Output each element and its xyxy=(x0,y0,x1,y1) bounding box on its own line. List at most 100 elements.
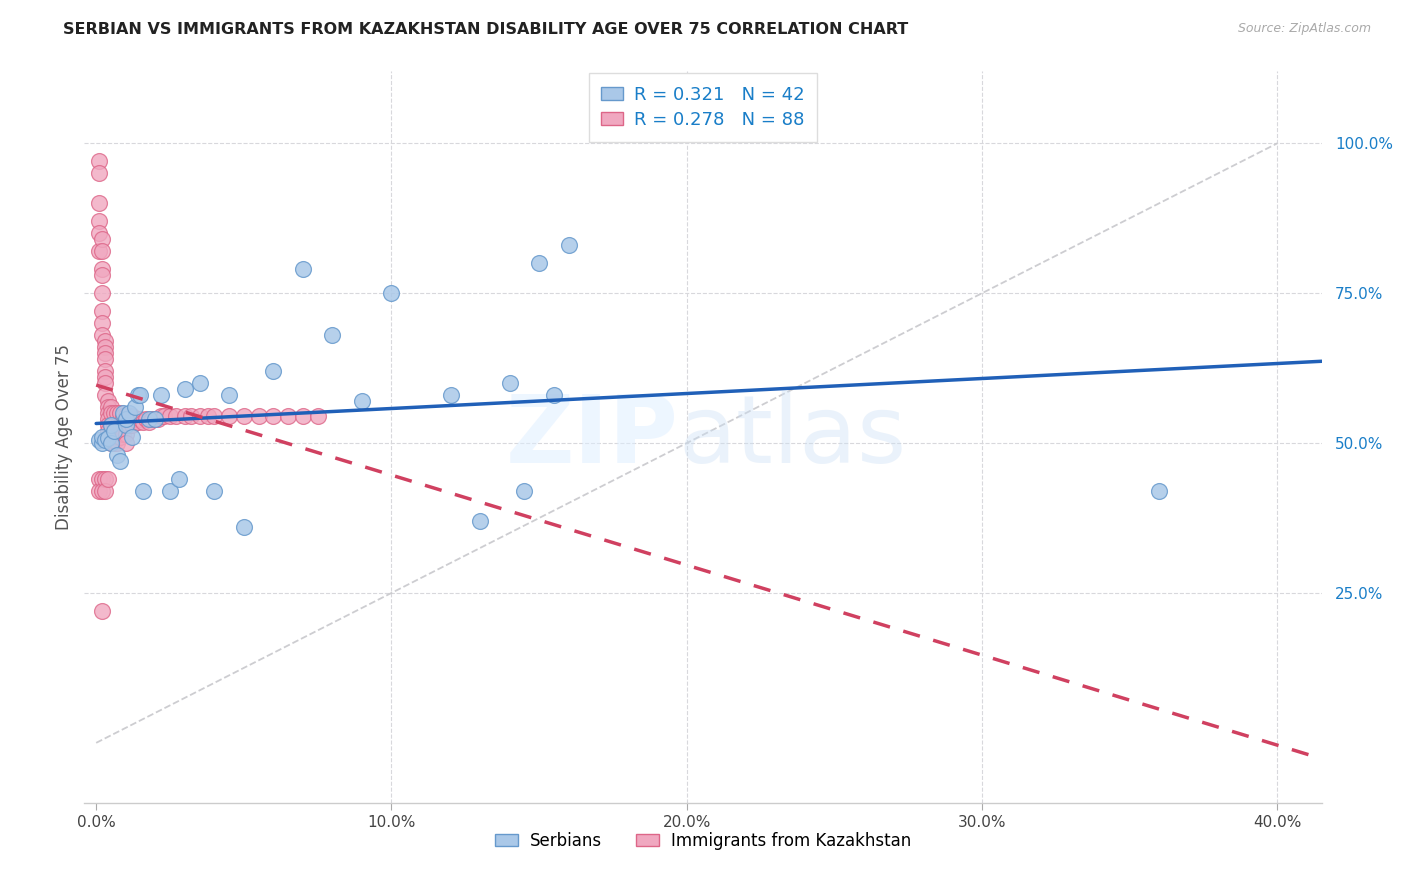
Point xyxy=(89,226,111,240)
Point xyxy=(513,483,536,498)
Point xyxy=(111,406,134,420)
Point xyxy=(100,418,122,433)
Point xyxy=(108,418,131,433)
Point xyxy=(114,409,136,423)
Point xyxy=(121,430,143,444)
Point xyxy=(121,418,143,433)
Point xyxy=(94,483,117,498)
Point xyxy=(108,454,131,468)
Point xyxy=(91,328,114,343)
Point xyxy=(527,256,550,270)
Point xyxy=(94,340,117,354)
Point xyxy=(103,430,125,444)
Point xyxy=(114,418,136,433)
Point xyxy=(468,514,491,528)
Point xyxy=(111,427,134,442)
Point xyxy=(114,418,136,433)
Point xyxy=(129,388,152,402)
Point xyxy=(127,415,149,429)
Point xyxy=(105,436,128,450)
Point xyxy=(89,154,111,169)
Point xyxy=(114,412,136,426)
Point xyxy=(262,409,284,423)
Y-axis label: Disability Age Over 75: Disability Age Over 75 xyxy=(55,344,73,530)
Point xyxy=(97,431,120,445)
Point xyxy=(105,448,128,462)
Point xyxy=(118,418,141,433)
Point xyxy=(89,472,111,486)
Point xyxy=(94,370,117,384)
Point xyxy=(202,483,225,498)
Point xyxy=(498,376,520,391)
Point xyxy=(159,409,181,423)
Point xyxy=(350,394,373,409)
Point xyxy=(91,262,114,277)
Point xyxy=(141,412,163,426)
Point xyxy=(291,409,314,423)
Point xyxy=(94,334,117,348)
Point xyxy=(197,409,219,423)
Point xyxy=(143,412,166,426)
Point xyxy=(124,400,146,414)
Point xyxy=(439,388,461,402)
Point xyxy=(262,364,284,378)
Point xyxy=(94,472,117,486)
Point xyxy=(173,382,195,396)
Point xyxy=(150,409,173,423)
Point xyxy=(153,409,176,423)
Point xyxy=(105,406,128,420)
Point xyxy=(97,394,120,409)
Point xyxy=(103,418,125,433)
Point xyxy=(232,409,254,423)
Point xyxy=(543,388,565,402)
Text: ZIP: ZIP xyxy=(505,391,678,483)
Point xyxy=(247,409,270,423)
Point xyxy=(218,388,240,402)
Point xyxy=(148,412,170,426)
Point xyxy=(97,406,120,420)
Point xyxy=(94,364,117,378)
Point xyxy=(89,433,111,447)
Point xyxy=(91,430,114,444)
Point xyxy=(143,412,166,426)
Point xyxy=(1147,483,1170,498)
Text: Source: ZipAtlas.com: Source: ZipAtlas.com xyxy=(1237,22,1371,36)
Point xyxy=(118,409,141,423)
Point xyxy=(135,412,157,426)
Point xyxy=(121,409,143,423)
Point xyxy=(97,418,120,433)
Point xyxy=(97,412,120,426)
Point xyxy=(100,418,122,433)
Point xyxy=(97,424,120,438)
Point xyxy=(111,418,134,433)
Point xyxy=(173,409,195,423)
Point xyxy=(111,409,134,423)
Point xyxy=(89,196,111,211)
Point xyxy=(89,483,111,498)
Point xyxy=(118,406,141,420)
Point xyxy=(97,400,120,414)
Point xyxy=(307,409,329,423)
Point xyxy=(91,436,114,450)
Point xyxy=(100,436,122,450)
Point xyxy=(94,346,117,360)
Point xyxy=(100,400,122,414)
Point xyxy=(165,409,187,423)
Point xyxy=(91,268,114,283)
Point xyxy=(202,409,225,423)
Legend: Serbians, Immigrants from Kazakhstan: Serbians, Immigrants from Kazakhstan xyxy=(488,825,918,856)
Text: SERBIAN VS IMMIGRANTS FROM KAZAKHSTAN DISABILITY AGE OVER 75 CORRELATION CHART: SERBIAN VS IMMIGRANTS FROM KAZAKHSTAN DI… xyxy=(63,22,908,37)
Point xyxy=(91,472,114,486)
Point xyxy=(380,286,402,301)
Point xyxy=(91,304,114,318)
Point xyxy=(94,388,117,402)
Point xyxy=(132,483,155,498)
Point xyxy=(103,424,125,438)
Point xyxy=(138,412,160,426)
Point xyxy=(103,436,125,450)
Point xyxy=(127,388,149,402)
Point xyxy=(188,409,211,423)
Point xyxy=(100,430,122,444)
Point xyxy=(108,430,131,444)
Point xyxy=(129,412,152,426)
